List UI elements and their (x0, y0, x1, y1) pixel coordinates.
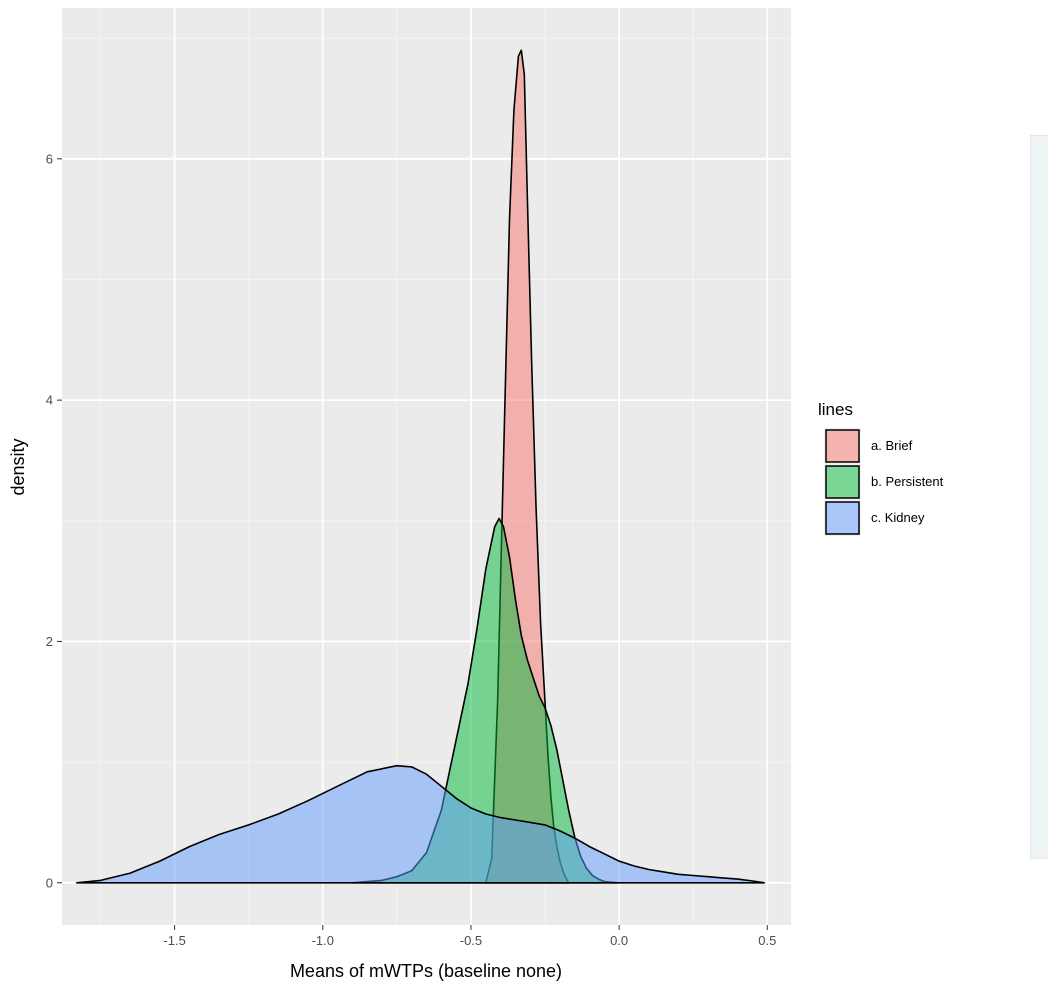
y-tick-label: 4 (46, 393, 53, 408)
legend-label: b. Persistent (871, 474, 944, 489)
minor-gridlines (62, 8, 791, 925)
y-axis-ticks: 0 2 4 6 (46, 151, 62, 890)
x-tick-label: -0.5 (460, 933, 482, 948)
x-axis-title: Means of mWTPs (baseline none) (290, 961, 562, 981)
x-tick-label: 0.5 (758, 933, 776, 948)
plot-panel (62, 8, 791, 925)
density-area-3 (76, 764, 766, 884)
legend-label: a. Brief (871, 438, 913, 453)
legend: lines a. Brief b. Persistent c. Kidney (818, 400, 944, 536)
legend-swatch (825, 465, 860, 499)
legend-swatch (825, 429, 860, 463)
y-axis-title: density (8, 438, 28, 495)
y-tick-label: 2 (46, 634, 53, 649)
legend-label: c. Kidney (871, 510, 925, 525)
y-tick-label: 6 (46, 151, 53, 166)
density-series (76, 49, 766, 884)
x-axis-ticks: -1.5 -1.0 -0.5 0.0 0.5 (163, 925, 776, 948)
y-tick-label: 0 (46, 875, 53, 890)
x-tick-label: -1.5 (163, 933, 185, 948)
legend-swatch (825, 501, 860, 535)
x-tick-label: -1.0 (312, 933, 334, 948)
x-tick-label: 0.0 (610, 933, 628, 948)
legend-title: lines (818, 400, 853, 419)
side-panel (1030, 135, 1048, 859)
legend-items: a. Brief b. Persistent c. Kidney (824, 428, 944, 536)
